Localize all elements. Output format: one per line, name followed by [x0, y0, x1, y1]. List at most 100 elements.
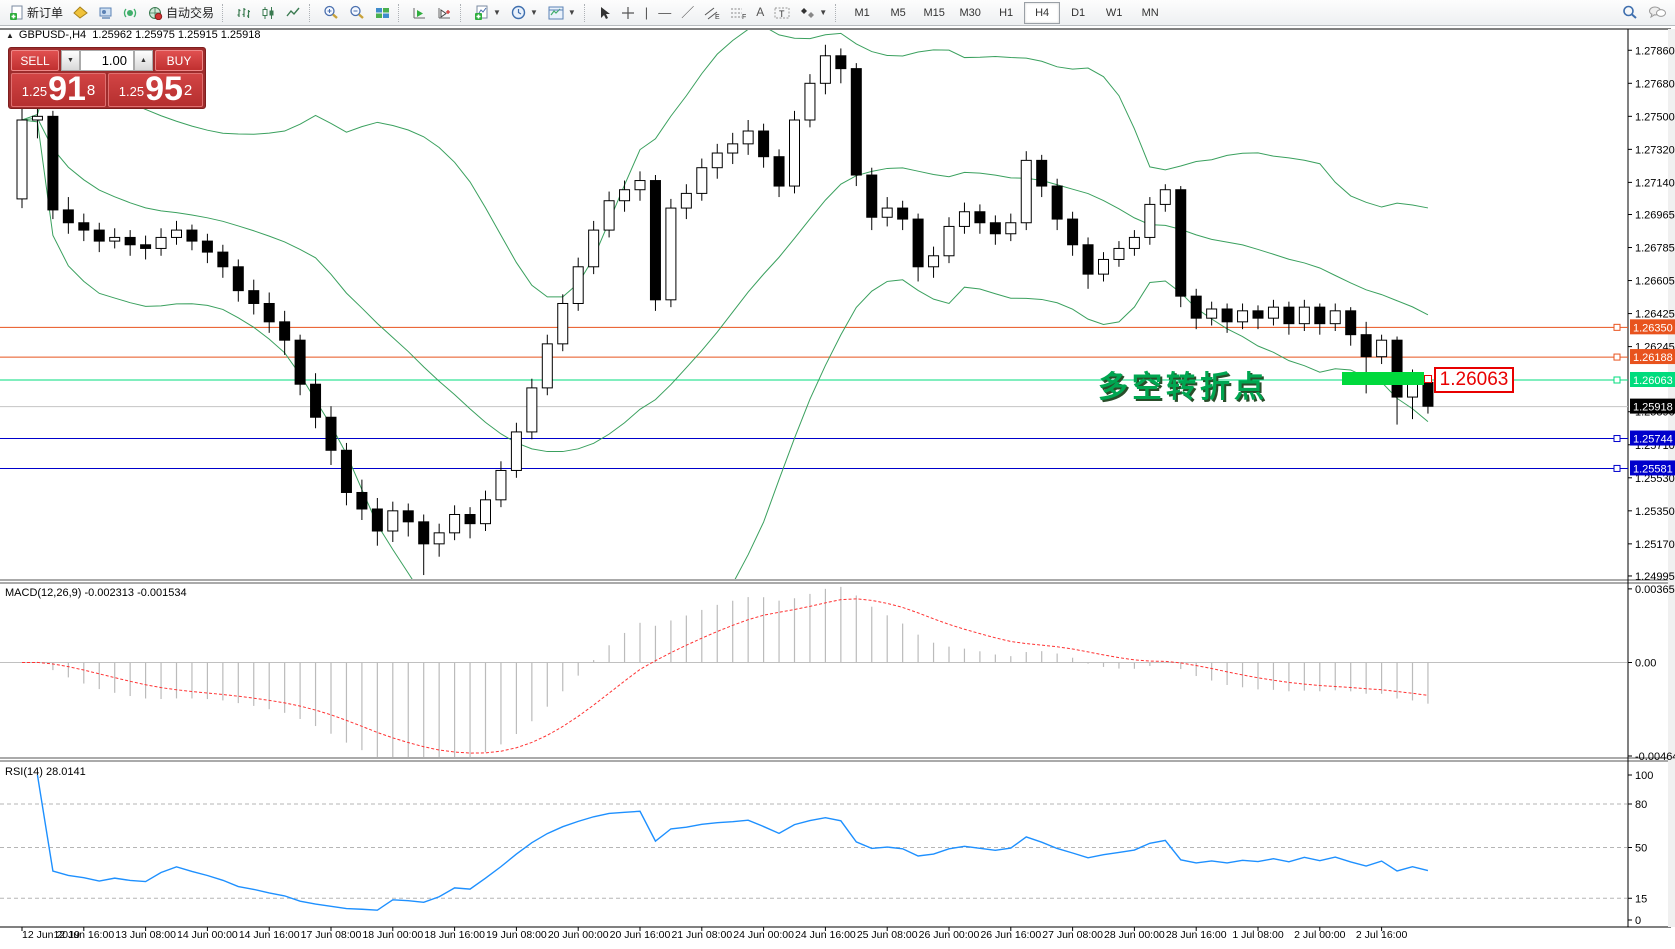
date-tick-label: 18 Jun 00:00	[362, 929, 423, 941]
candle-bear	[140, 244, 152, 249]
hline-handle[interactable]	[1613, 464, 1621, 472]
gold-button[interactable]	[68, 1, 93, 25]
date-tick-label: 25 Jun 08:00	[857, 929, 918, 941]
timeframe-button-M5[interactable]: M5	[890, 6, 906, 19]
arrows-tool-button[interactable]: ▼	[795, 1, 832, 25]
volume-increase-button[interactable]: ▲	[134, 50, 153, 71]
candle-bear	[850, 68, 862, 176]
sell-button[interactable]: SELL	[11, 50, 59, 71]
callout-anchor-handle[interactable]	[1424, 375, 1432, 383]
svg-text:E: E	[715, 14, 720, 20]
rsi-tick-label: 100	[1635, 770, 1653, 782]
price-badge: 1.25918	[1630, 398, 1675, 414]
text-label-tool-button[interactable]: T	[769, 1, 795, 25]
chart-shift-button[interactable]	[432, 1, 457, 25]
autotrading-button[interactable]: 自动交易	[143, 1, 219, 25]
date-tick-label: 26 Jun 16:00	[980, 929, 1041, 941]
fibonacci-tool-button[interactable]: F	[725, 1, 751, 25]
date-tick-label: 12 Jun 2019	[22, 929, 80, 941]
buy-button[interactable]: BUY	[155, 50, 203, 71]
zoom-out-button[interactable]	[344, 1, 370, 25]
candle-bear	[294, 339, 306, 385]
trendline-tool-button[interactable]: ／	[676, 1, 699, 25]
date-tick-label: 28 Jun 00:00	[1104, 929, 1165, 941]
candle-bear	[78, 222, 90, 231]
search-icon	[1623, 5, 1637, 19]
toolbar-separator	[398, 3, 404, 22]
collapse-panel-icon[interactable]: ▲	[6, 30, 14, 40]
candle-bear	[1422, 381, 1434, 407]
price-tick-label: 1.25530	[1635, 473, 1675, 485]
candles	[16, 44, 1434, 576]
volume-decrease-button[interactable]: ▼	[61, 50, 80, 71]
candle-bull	[958, 211, 970, 227]
zoom-in-button[interactable]	[318, 1, 344, 25]
macd-tick-label: 0.003658	[1635, 584, 1675, 596]
templates-button[interactable]: ▼	[543, 1, 581, 25]
date-tick-label: 24 Jun 00:00	[733, 929, 794, 941]
sell-price-sup: 8	[86, 82, 96, 99]
timeframe-button-M30[interactable]: M30	[959, 6, 981, 19]
text-tool-button[interactable]: A	[751, 1, 769, 25]
new-order-icon	[10, 5, 23, 20]
candle-bear	[1252, 310, 1264, 319]
line-chart-button[interactable]	[281, 1, 306, 25]
candle-bear	[974, 211, 986, 224]
chat-button[interactable]	[1643, 1, 1671, 25]
date-tick-label: 17 Jun 08:00	[301, 929, 362, 941]
price-tick-label: 1.25170	[1635, 539, 1675, 551]
hline-handle[interactable]	[1613, 435, 1621, 443]
autotrading-icon	[149, 6, 163, 20]
indicators-button[interactable]: ▼	[469, 1, 506, 25]
autoscroll-button[interactable]	[407, 1, 432, 25]
timeframe-button-H4[interactable]: H4	[1024, 1, 1061, 24]
price-tick-label: 1.26785	[1635, 243, 1675, 255]
candle-bear	[248, 290, 260, 304]
hline-handle[interactable]	[1613, 376, 1621, 384]
price-badge: 1.25581	[1630, 460, 1675, 476]
new-order-button[interactable]: 新订单	[4, 1, 68, 25]
chinese-annotation[interactable]: 多空转折点	[1098, 371, 1268, 404]
periods-button[interactable]: ▼	[506, 1, 543, 25]
candle-bull	[1206, 308, 1218, 319]
candle-bull	[588, 229, 600, 268]
cursor-tool-button[interactable]	[593, 1, 616, 25]
candle-bull	[155, 236, 167, 249]
price-tick-label: 1.26605	[1635, 276, 1675, 288]
hline-handle[interactable]	[1613, 353, 1621, 361]
timeframe-button-M15[interactable]: M15	[923, 6, 945, 19]
channel-tool-button[interactable]: E	[699, 1, 725, 25]
volume-input[interactable]: 1.00	[80, 50, 134, 71]
price-tick-label: 1.25350	[1635, 506, 1675, 518]
sell-price-display[interactable]: 1.25 91 8	[11, 72, 106, 107]
candle-bear	[1391, 339, 1403, 398]
chart-window: 1.27860 1.27680 1.27500 1.27320 1.27140 1.269…	[0, 26, 1675, 949]
vertical-line-tool-button[interactable]: |	[640, 1, 653, 25]
price-callout-label[interactable]: 1.26063	[1434, 367, 1514, 393]
bar-chart-button[interactable]	[231, 1, 256, 25]
date-tick-label: 14 Jun 00:00	[177, 929, 238, 941]
chart-canvas[interactable]: 1.27860 1.27680 1.27500 1.27320 1.27140 1.269…	[0, 26, 1675, 949]
candlestick-button[interactable]	[256, 1, 281, 25]
sell-price-small: 1.25	[21, 84, 48, 99]
candle-bull	[1376, 339, 1388, 358]
hline-handle[interactable]	[1613, 323, 1621, 331]
search-button[interactable]	[1617, 1, 1643, 25]
timeframe-button-W1[interactable]: W1	[1105, 6, 1123, 19]
horizontal-line-tool-button[interactable]: —	[653, 1, 676, 25]
highlight-rectangle[interactable]	[1342, 372, 1424, 385]
rsi-tick-label: 15	[1635, 893, 1647, 905]
timeframe-button-MN[interactable]: MN	[1141, 6, 1159, 19]
candle-bear	[93, 229, 105, 242]
timeframe-button-M1[interactable]: M1	[854, 6, 870, 19]
broadcast-button[interactable]	[118, 1, 143, 25]
candle-bear	[1360, 334, 1372, 358]
timeframe-button-D1[interactable]: D1	[1071, 6, 1086, 19]
timeframe-button-H1[interactable]: H1	[999, 6, 1014, 19]
tile-windows-button[interactable]	[370, 1, 395, 25]
buy-price-display[interactable]: 1.25 95 2	[108, 72, 203, 107]
macd-tick-label: 0.00	[1635, 658, 1656, 670]
terminal-button[interactable]	[93, 1, 118, 25]
candle-bull	[387, 510, 399, 532]
crosshair-tool-button[interactable]	[616, 1, 640, 25]
